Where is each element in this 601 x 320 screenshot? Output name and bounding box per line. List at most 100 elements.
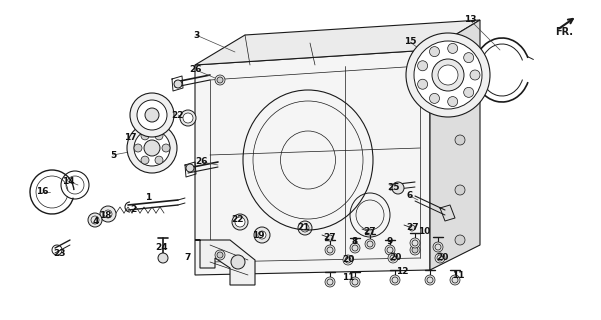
Text: 22: 22 bbox=[172, 110, 185, 119]
Text: 6: 6 bbox=[407, 191, 413, 201]
Text: 12: 12 bbox=[395, 268, 408, 276]
Circle shape bbox=[409, 225, 415, 231]
Circle shape bbox=[186, 164, 194, 172]
Circle shape bbox=[231, 255, 245, 269]
Text: FR.: FR. bbox=[555, 27, 573, 37]
Text: 22: 22 bbox=[232, 215, 244, 225]
Circle shape bbox=[217, 252, 223, 258]
Circle shape bbox=[301, 224, 309, 232]
Text: 15: 15 bbox=[404, 37, 416, 46]
Circle shape bbox=[127, 123, 177, 173]
Text: 23: 23 bbox=[53, 249, 66, 258]
Circle shape bbox=[174, 80, 182, 88]
Text: 20: 20 bbox=[436, 253, 448, 262]
Circle shape bbox=[104, 210, 112, 218]
Circle shape bbox=[350, 243, 360, 253]
Circle shape bbox=[430, 93, 439, 103]
Circle shape bbox=[412, 247, 418, 253]
Text: 18: 18 bbox=[99, 212, 111, 220]
Circle shape bbox=[410, 63, 420, 73]
Text: 11: 11 bbox=[452, 270, 464, 279]
Circle shape bbox=[390, 275, 400, 285]
Text: 16: 16 bbox=[35, 188, 48, 196]
Circle shape bbox=[418, 61, 428, 71]
Circle shape bbox=[455, 85, 465, 95]
Circle shape bbox=[183, 113, 193, 123]
Text: 26: 26 bbox=[196, 157, 209, 166]
Text: 13: 13 bbox=[464, 15, 476, 25]
Circle shape bbox=[455, 135, 465, 145]
Text: 20: 20 bbox=[389, 253, 401, 262]
Circle shape bbox=[141, 132, 149, 140]
Circle shape bbox=[455, 185, 465, 195]
Circle shape bbox=[155, 156, 163, 164]
Text: 27: 27 bbox=[324, 234, 337, 243]
Polygon shape bbox=[195, 240, 255, 285]
Circle shape bbox=[217, 77, 223, 83]
Circle shape bbox=[254, 227, 270, 243]
Text: 11: 11 bbox=[342, 274, 354, 283]
Circle shape bbox=[325, 245, 335, 255]
Polygon shape bbox=[195, 50, 430, 275]
Circle shape bbox=[343, 255, 353, 265]
Circle shape bbox=[450, 275, 460, 285]
Text: 9: 9 bbox=[387, 236, 393, 245]
Circle shape bbox=[464, 87, 474, 97]
Circle shape bbox=[130, 93, 174, 137]
Circle shape bbox=[134, 130, 170, 166]
Circle shape bbox=[100, 206, 116, 222]
Circle shape bbox=[134, 144, 142, 152]
Circle shape bbox=[365, 239, 375, 249]
Polygon shape bbox=[195, 20, 480, 65]
Circle shape bbox=[145, 108, 159, 122]
Circle shape bbox=[435, 253, 445, 263]
Circle shape bbox=[137, 100, 167, 130]
Circle shape bbox=[215, 75, 225, 85]
Text: 24: 24 bbox=[156, 243, 168, 252]
Text: 21: 21 bbox=[297, 223, 310, 233]
Circle shape bbox=[141, 156, 149, 164]
Circle shape bbox=[464, 53, 474, 63]
Text: 7: 7 bbox=[185, 253, 191, 262]
Circle shape bbox=[298, 221, 312, 235]
Circle shape bbox=[470, 70, 480, 80]
Circle shape bbox=[158, 253, 168, 263]
Circle shape bbox=[388, 253, 398, 263]
Circle shape bbox=[88, 213, 102, 227]
Circle shape bbox=[430, 47, 439, 57]
Circle shape bbox=[412, 65, 418, 71]
Circle shape bbox=[162, 144, 170, 152]
Circle shape bbox=[438, 65, 458, 85]
Circle shape bbox=[414, 41, 482, 109]
Text: 10: 10 bbox=[418, 228, 430, 236]
Circle shape bbox=[433, 242, 443, 252]
Circle shape bbox=[235, 217, 245, 227]
Text: 14: 14 bbox=[62, 177, 75, 186]
Circle shape bbox=[455, 235, 465, 245]
Circle shape bbox=[418, 79, 428, 89]
Text: 27: 27 bbox=[407, 223, 419, 233]
Circle shape bbox=[258, 231, 266, 239]
Circle shape bbox=[350, 277, 360, 287]
Text: 20: 20 bbox=[342, 255, 354, 265]
Text: 5: 5 bbox=[110, 150, 116, 159]
Text: 25: 25 bbox=[387, 183, 399, 193]
Circle shape bbox=[367, 229, 373, 235]
Circle shape bbox=[232, 214, 248, 230]
Circle shape bbox=[155, 132, 163, 140]
Circle shape bbox=[410, 245, 420, 255]
Text: 26: 26 bbox=[190, 66, 203, 75]
Circle shape bbox=[385, 245, 395, 255]
Text: 19: 19 bbox=[252, 230, 264, 239]
Text: 8: 8 bbox=[352, 236, 358, 245]
Text: 27: 27 bbox=[364, 228, 376, 236]
Circle shape bbox=[406, 33, 490, 117]
Circle shape bbox=[144, 140, 160, 156]
Circle shape bbox=[392, 182, 404, 194]
Circle shape bbox=[448, 44, 458, 53]
Circle shape bbox=[432, 59, 464, 91]
Text: 2: 2 bbox=[130, 204, 136, 213]
Circle shape bbox=[327, 235, 333, 241]
Circle shape bbox=[410, 238, 420, 248]
Text: 3: 3 bbox=[193, 30, 199, 39]
